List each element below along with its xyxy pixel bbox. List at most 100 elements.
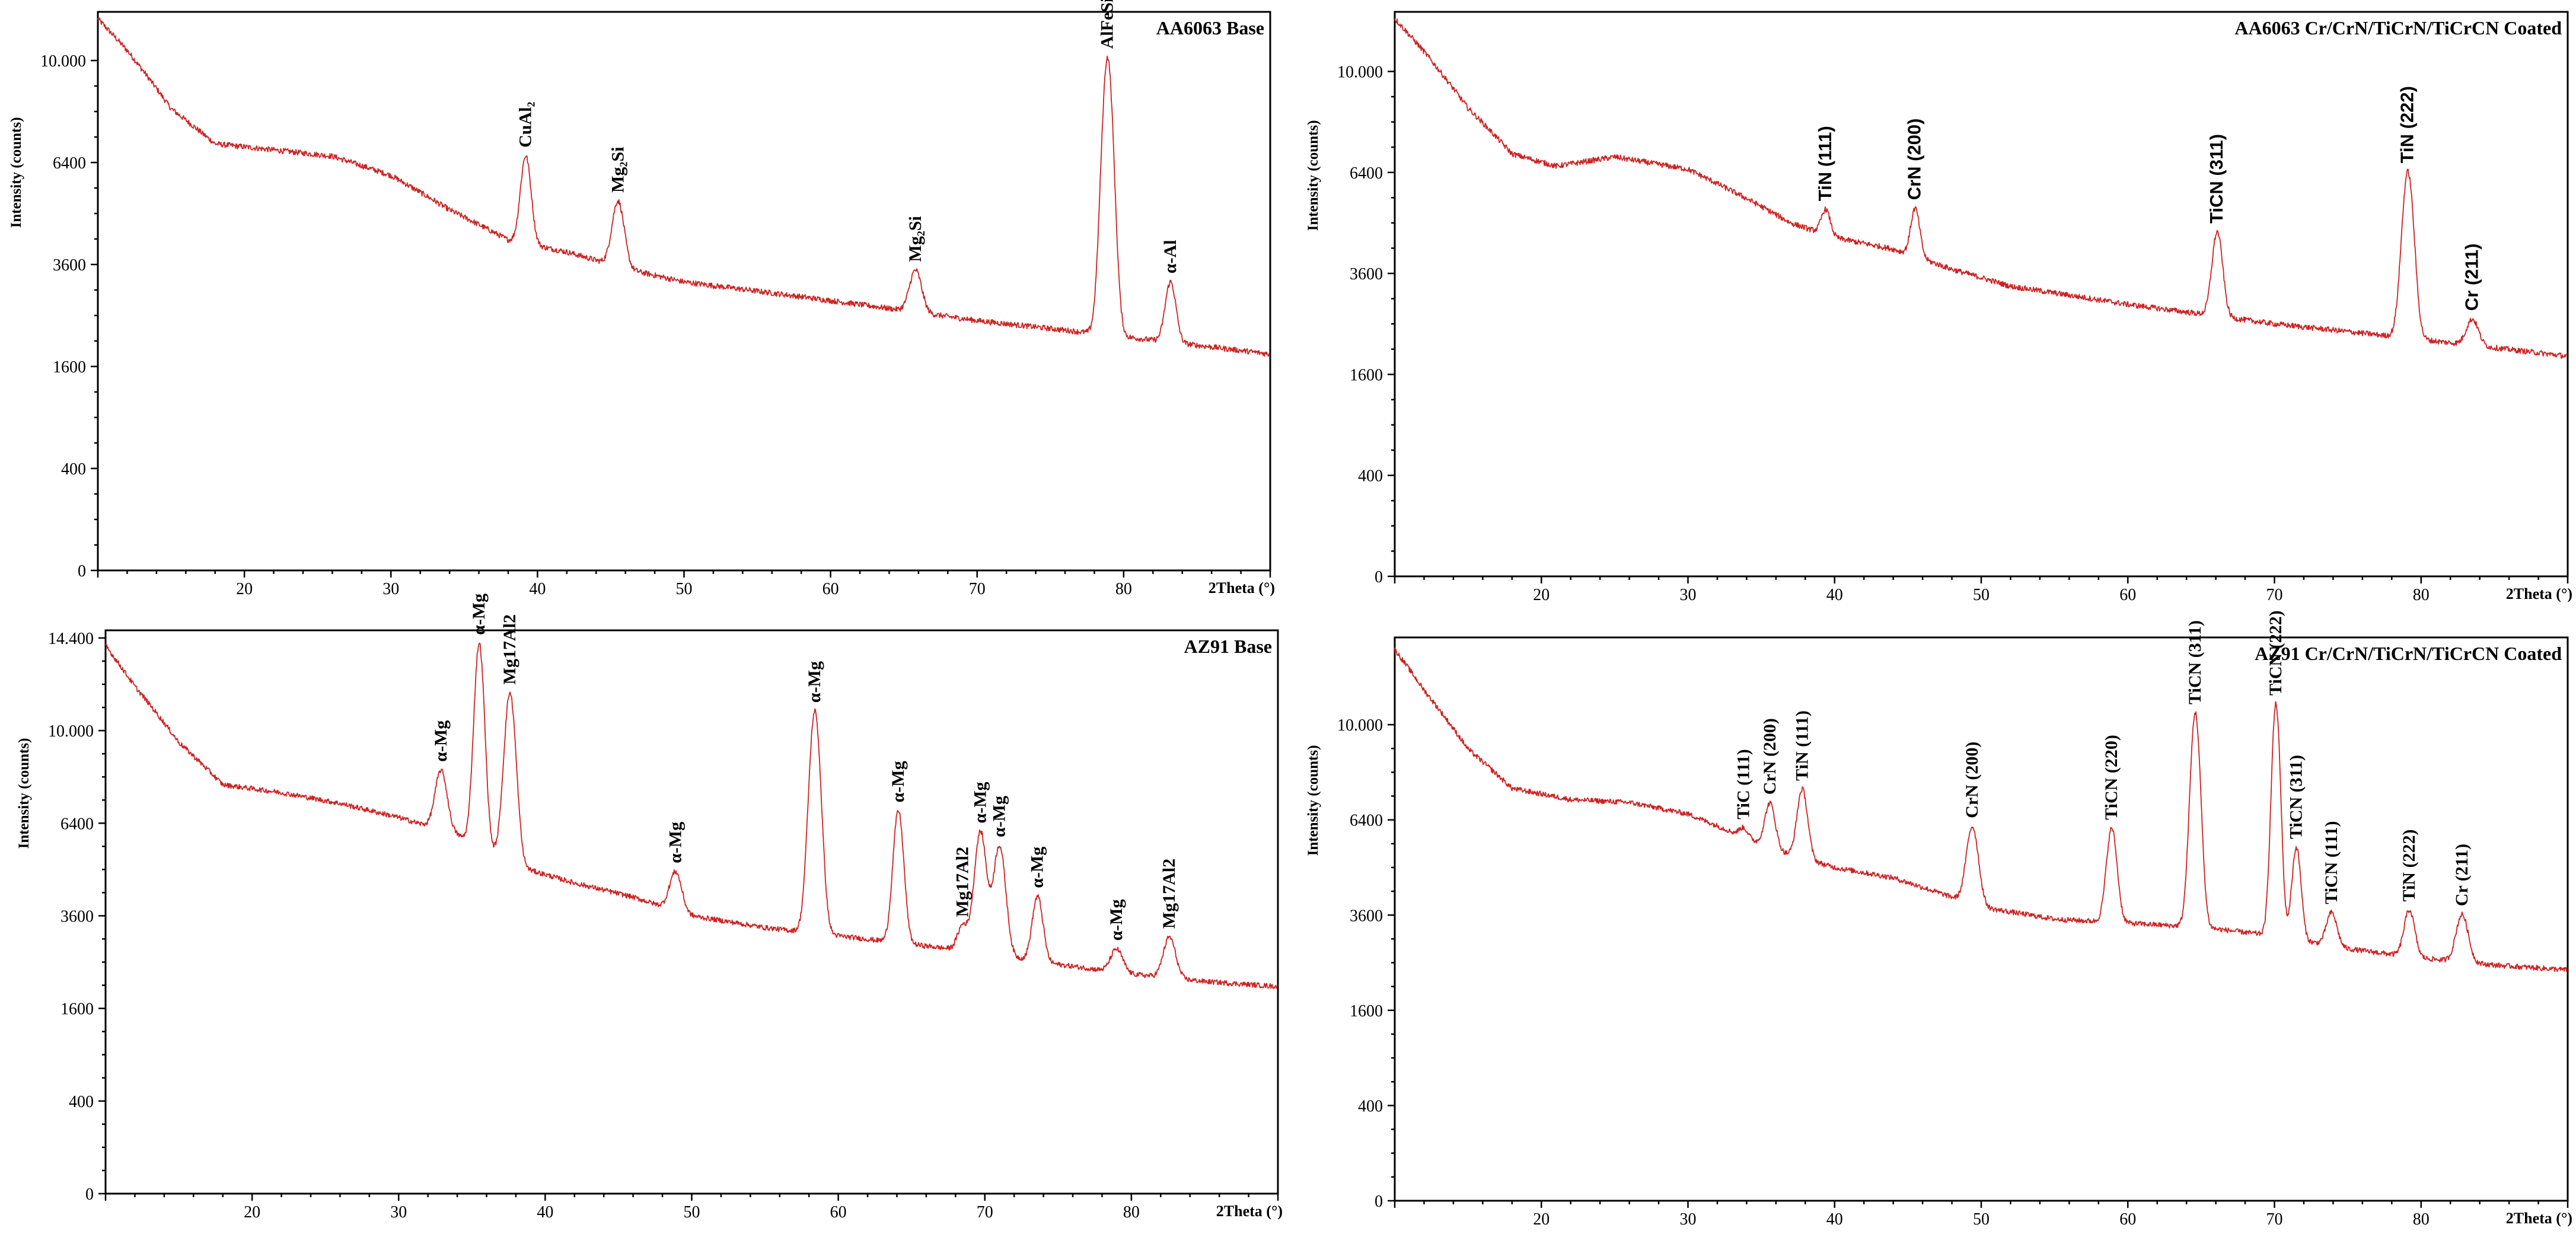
peak-label: α-Mg (989, 796, 1009, 837)
peak-label: TiCN (222) (2266, 610, 2285, 696)
x-tick-label: 80 (1123, 1203, 1140, 1222)
peak-label: TiN (111) (1815, 126, 1835, 201)
xrd-pattern-line (1394, 18, 2568, 359)
peak-label: α-Mg (665, 822, 685, 863)
y-tick-label: 1600 (60, 1000, 94, 1019)
peak-label: TiCN (311) (2185, 620, 2205, 704)
x-tick-label: 70 (977, 1203, 993, 1222)
y-tick-label: 6400 (60, 815, 94, 833)
x-tick-label: 20 (1533, 586, 1550, 604)
y-tick-label: 0 (1375, 568, 1383, 586)
chart-title: AZ91 Cr/CrN/TiCrN/TiCrCN Coated (2255, 643, 2562, 664)
y-tick-label: 3600 (60, 907, 94, 926)
peak-label: CrN (200) (1760, 718, 1780, 795)
peak-label: α-Mg (1028, 847, 1047, 888)
plot-frame (1394, 636, 2569, 1202)
y-tick-label: 1600 (53, 358, 86, 377)
x-tick-label: 30 (390, 1203, 407, 1222)
y-tick-label: 0 (78, 562, 86, 581)
y-tick-label: 400 (1358, 1097, 1383, 1115)
y-tick-label: 10.000 (1337, 63, 1383, 82)
peak-label: CuAl₂ (516, 102, 535, 148)
x-tick-label: 60 (830, 1203, 847, 1222)
y-axis-label: Intensity (counts) (1305, 120, 1321, 231)
peak-label: Mg17Al2 (1159, 859, 1179, 929)
plot-frame (1394, 11, 2569, 578)
x-tick-label: 70 (2266, 586, 2283, 604)
x-tick-label: 30 (382, 580, 399, 598)
y-tick-label: 1600 (1350, 1002, 1383, 1020)
x-tick-label: 60 (2119, 586, 2136, 604)
y-tick-label: 10.000 (48, 722, 94, 741)
x-tick-label: 80 (2413, 586, 2430, 604)
x-tick-label: 20 (236, 580, 253, 598)
plot-frame (104, 629, 1279, 1195)
x-tick-label: 60 (822, 580, 839, 598)
y-axis-label: Intensity (counts) (1305, 745, 1321, 856)
x-tick-label: 70 (2266, 1210, 2283, 1229)
chart-title: AA6063 Cr/CrN/TiCrN/TiCrCN Coated (2234, 17, 2562, 39)
x-tick-label: 70 (969, 580, 986, 598)
y-tick-label: 6400 (1350, 812, 1383, 830)
peak-label: Cr (211) (2452, 844, 2472, 906)
y-tick-label: 14.400 (48, 630, 94, 648)
x-tick-label: 80 (2413, 1210, 2430, 1229)
y-tick-label: 400 (1358, 467, 1383, 486)
x-axis-label: 2Theta (°) (2506, 1210, 2572, 1227)
peak-label: α-Mg (1107, 899, 1126, 940)
x-tick-label: 80 (1115, 580, 1132, 598)
peak-label: α-Al (1161, 240, 1180, 274)
y-tick-label: 6400 (1350, 164, 1383, 183)
plot-frame (97, 11, 1271, 572)
peak-label: Cr (211) (2461, 244, 2482, 311)
y-tick-label: 3600 (1350, 907, 1383, 925)
x-tick-label: 20 (244, 1203, 260, 1222)
y-tick-label: 400 (61, 460, 86, 479)
peak-label: Mg17Al2 (953, 847, 973, 917)
x-axis-label: 2Theta (°) (1216, 1203, 1283, 1220)
peak-label: Mg17Al2 (500, 614, 519, 684)
x-axis-label: 2Theta (°) (2506, 585, 2572, 602)
x-tick-label: 30 (1680, 586, 1697, 604)
peak-label: AlFeSi (1098, 0, 1117, 49)
peak-label: α-Mg (805, 661, 824, 703)
peak-label: TiN (222) (2399, 830, 2419, 902)
peak-label: CrN (200) (1904, 119, 1925, 200)
y-tick-label: 400 (69, 1093, 94, 1111)
x-tick-label: 40 (529, 580, 546, 598)
y-tick-label: 0 (1375, 1192, 1383, 1211)
x-tick-label: 30 (1680, 1210, 1697, 1229)
peak-label: TiCN (311) (2206, 134, 2227, 224)
x-tick-label: 20 (1533, 1210, 1550, 1229)
xrd-pattern-line (105, 642, 1278, 990)
x-tick-label: 50 (1973, 586, 1990, 604)
peak-label: TiCN (111) (2322, 821, 2341, 904)
x-tick-label: 50 (1973, 1210, 1990, 1229)
peak-label: TiN (222) (2396, 86, 2417, 163)
y-axis-label: Intensity (counts) (16, 738, 32, 849)
y-tick-label: 10.000 (40, 52, 86, 71)
x-tick-label: 40 (1826, 586, 1843, 604)
y-tick-label: 1600 (1350, 366, 1383, 384)
xrd-pattern-line (1394, 648, 2568, 972)
x-tick-label: 50 (676, 580, 693, 598)
x-axis-label: 2Theta (°) (1209, 579, 1275, 597)
peak-label: α-Mg (431, 720, 451, 762)
x-tick-label: 60 (2119, 1210, 2136, 1229)
peak-label: CrN (200) (1962, 742, 1982, 818)
chart-title: AA6063 Base (1156, 17, 1264, 39)
x-tick-label: 50 (684, 1203, 700, 1222)
chart-panel: AA6063 Base Intensity (counts) 2Theta (°) 2… (8, 0, 1275, 598)
chart-panel: AZ91 Cr/CrN/TiCrN/TiCrCN Coated Intensity… (1305, 610, 2572, 1229)
peak-label: Mg₂Si (608, 147, 627, 193)
y-tick-label: 0 (85, 1185, 94, 1204)
y-tick-label: 10.000 (1337, 716, 1383, 735)
y-axis-label: Intensity (counts) (8, 117, 24, 228)
peak-label: α-Mg (970, 782, 990, 823)
peak-label: α-Mg (469, 594, 489, 635)
chart-panel: AZ91 Base Intensity (counts) 2Theta (°) 20 3… (16, 594, 1283, 1222)
peak-label: TiC (111) (1733, 749, 1753, 819)
chart-panel: AA6063 Cr/CrN/TiCrN/TiCrCN Coated Intensi… (1305, 11, 2572, 604)
peak-label: TiN (111) (1792, 710, 1812, 781)
